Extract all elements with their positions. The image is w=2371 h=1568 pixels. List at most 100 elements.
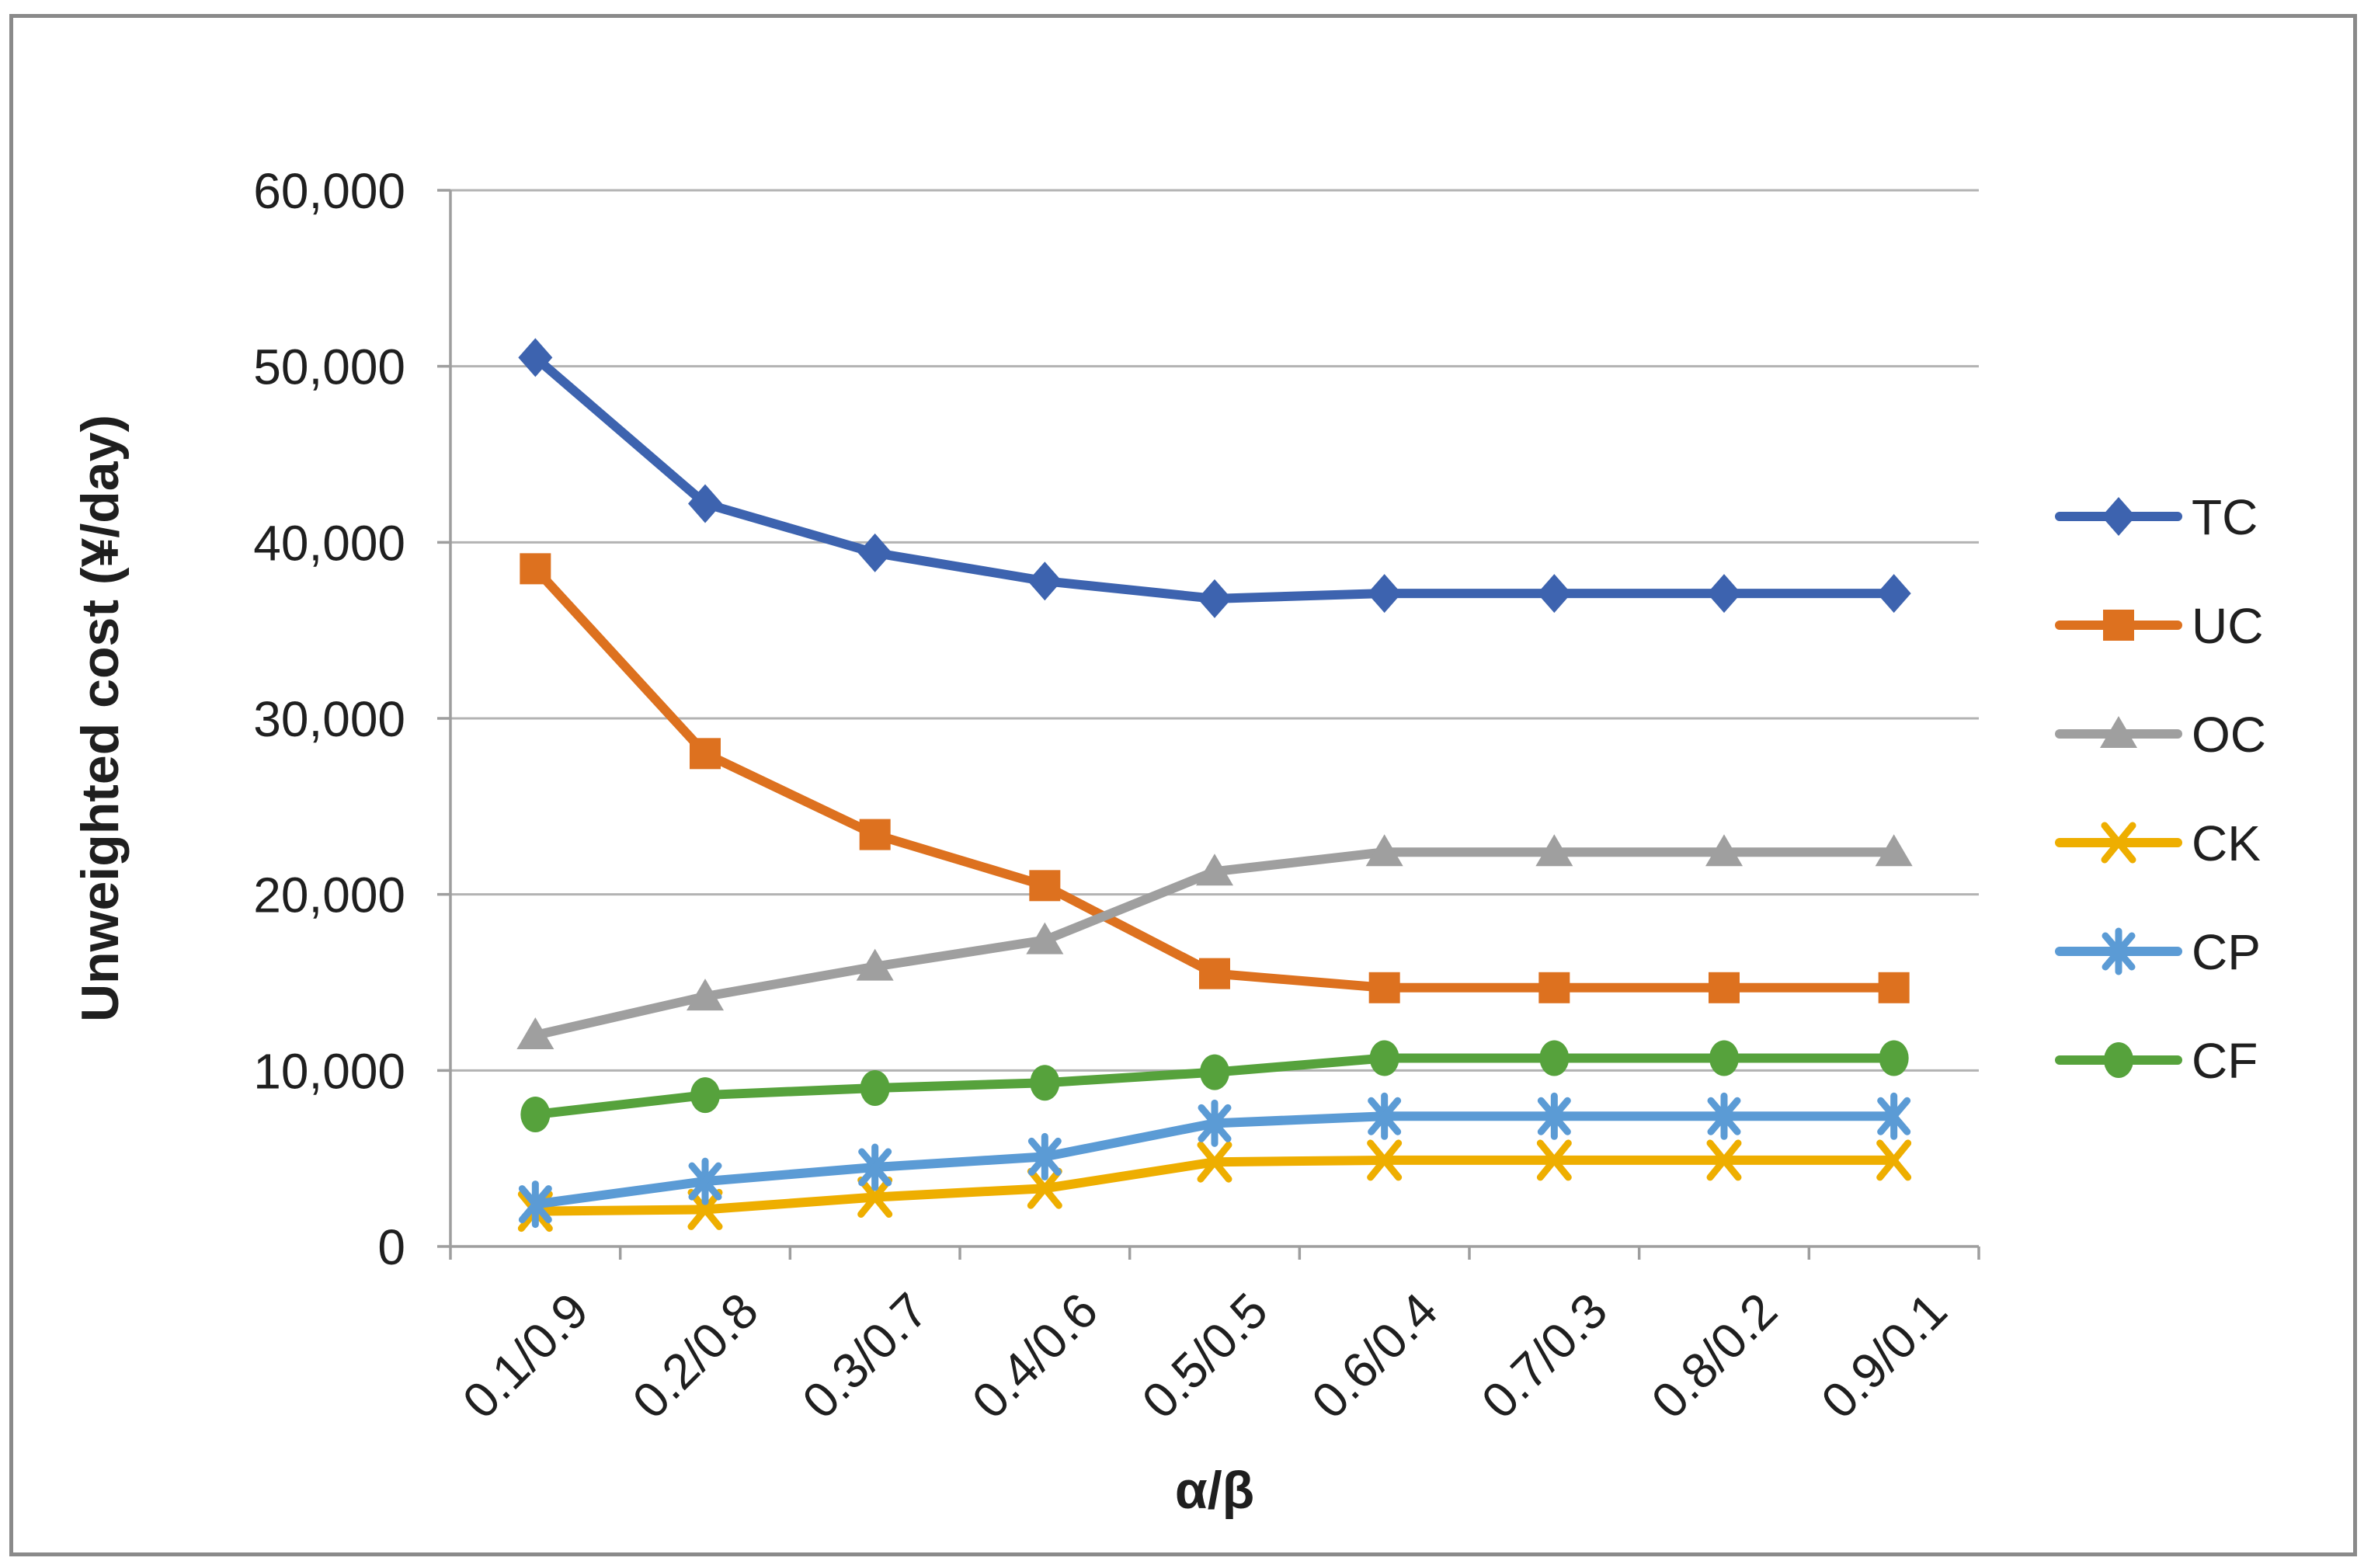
gridlines (450, 189, 1979, 1072)
diamond-marker (1367, 574, 1402, 614)
marker-OC-0 (516, 1017, 555, 1049)
series-layer (516, 338, 1913, 1232)
x-marker-stroke (857, 1177, 893, 1219)
asterisk-marker-stroke (1707, 1097, 1741, 1135)
asterisk-marker-stroke (688, 1162, 722, 1201)
marker-OC-7 (1705, 834, 1743, 867)
marker-OC-4 (1196, 854, 1233, 886)
legend-label-TC: TC (2192, 489, 2258, 545)
y-tick-label: 0 (377, 1219, 405, 1275)
x-axis-tick-labels: 0.1/0.9 0.2/0.8 0.3/0.7 0.4/0.6 0.5/0.5 0.6/0… (452, 1282, 1958, 1429)
legend-marker-UC (2103, 610, 2134, 641)
triangle-marker (2100, 716, 2137, 748)
square-marker (690, 738, 721, 770)
asterisk-marker-stroke (1877, 1097, 1911, 1135)
marker-CK-7 (1706, 1139, 1742, 1181)
square-marker (1878, 972, 1910, 1003)
square-marker (1368, 972, 1400, 1003)
series-OC (516, 834, 1913, 1049)
square-marker (859, 819, 891, 850)
x-marker-stroke (1367, 1139, 1403, 1181)
y-tick-label: 10,000 (253, 1043, 405, 1099)
circle-marker (2104, 1042, 2133, 1078)
marker-OC-2 (856, 948, 894, 981)
x-marker-stroke (1876, 1139, 1912, 1181)
marker-CK-2 (857, 1177, 893, 1219)
diamond-marker (857, 533, 892, 572)
marker-TC-5 (1367, 574, 1402, 614)
marker-UC-0 (520, 553, 551, 585)
legend-label-CP: CP (2192, 924, 2261, 980)
triangle-marker (1026, 922, 1064, 954)
marker-OC-1 (687, 979, 724, 1011)
marker-OC-3 (1026, 922, 1064, 954)
x-marker-stroke (1197, 1141, 1232, 1183)
series-line-CK (530, 1155, 1899, 1216)
marker-OC-5 (1365, 834, 1403, 867)
triangle-marker (1875, 834, 1913, 867)
circle-marker (1709, 1040, 1739, 1076)
x-marker-stroke (2101, 822, 2136, 864)
marker-CP-6 (1537, 1092, 1571, 1140)
marker-CF-0 (520, 1097, 551, 1132)
marker-UC-1 (690, 738, 721, 770)
triangle-marker (1365, 834, 1403, 867)
axes (437, 189, 1980, 1260)
square-marker (1709, 972, 1740, 1003)
marker-CP-7 (1707, 1092, 1741, 1140)
circle-marker (1879, 1040, 1909, 1076)
asterisk-marker-stroke (1027, 1137, 1062, 1176)
marker-CF-4 (1200, 1054, 1229, 1090)
legend-label-CF: CF (2192, 1033, 2258, 1089)
series-UC (520, 553, 1910, 1003)
marker-CK-3 (1027, 1167, 1062, 1209)
marker-CP-1 (688, 1157, 722, 1205)
circle-marker (1369, 1040, 1399, 1076)
x-marker-stroke (1536, 1139, 1572, 1181)
marker-CK-4 (1197, 1141, 1232, 1183)
asterisk-marker-stroke (518, 1185, 552, 1224)
circle-marker (690, 1077, 720, 1114)
circle-marker (1200, 1054, 1229, 1090)
marker-CF-8 (1879, 1040, 1909, 1076)
legend-item-CF: CF (2055, 1033, 2258, 1089)
triangle-marker (1196, 854, 1233, 886)
marker-CP-8 (1877, 1092, 1911, 1140)
triangle-marker (1535, 834, 1573, 867)
marker-OC-8 (1875, 834, 1913, 867)
legend-item-OC: OC (2055, 707, 2266, 763)
x-tick-label: 0.6/0.4 (1301, 1282, 1448, 1429)
marker-CK-6 (1536, 1139, 1572, 1181)
series-CF (520, 1040, 1909, 1132)
marker-UC-2 (859, 819, 891, 850)
series-line-UC (530, 564, 1899, 993)
square-marker (1029, 870, 1061, 902)
marker-UC-4 (1199, 958, 1230, 989)
marker-TC-8 (1876, 574, 1911, 614)
triangle-marker (856, 948, 894, 981)
diamond-marker (1876, 574, 1911, 614)
asterisk-marker-stroke (1198, 1104, 1232, 1142)
square-marker (2103, 610, 2134, 641)
square-marker (1538, 972, 1570, 1003)
x-tick-label: 0.9/0.1 (1810, 1282, 1957, 1429)
marker-CP-0 (518, 1180, 552, 1229)
circle-marker (860, 1070, 890, 1106)
legend-marker-CF (2104, 1042, 2133, 1078)
diamond-marker (1198, 579, 1232, 618)
marker-TC-0 (518, 338, 553, 377)
marker-CP-2 (858, 1143, 892, 1191)
legend-marker-TC (2102, 497, 2136, 536)
marker-TC-2 (857, 533, 892, 572)
diamond-marker (688, 484, 722, 523)
y-tick-label: 20,000 (253, 867, 405, 923)
square-marker (1199, 958, 1230, 989)
y-axis-title: Unweighted cost (¥/day) (71, 415, 130, 1022)
diamond-marker (518, 338, 553, 377)
x-marker-stroke (1706, 1139, 1742, 1181)
y-tick-label: 30,000 (253, 691, 405, 747)
marker-TC-1 (688, 484, 722, 523)
y-tick-label: 50,000 (253, 339, 405, 395)
